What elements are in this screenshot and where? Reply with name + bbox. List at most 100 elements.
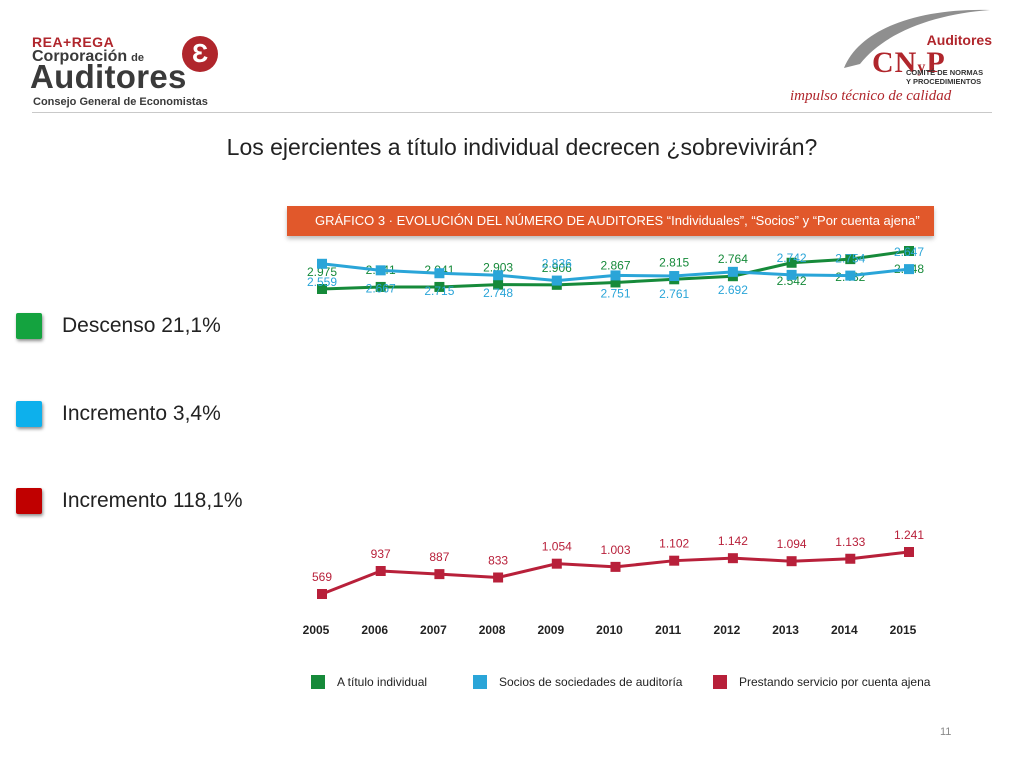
cnyp-logo: Auditores CNyP COMITÉ DE NORMAS Y PROCED… — [770, 6, 1000, 110]
logo-subline-2: Y PROCEDIMIENTOS — [906, 77, 982, 86]
data-point-marker — [434, 268, 445, 279]
data-label: 2.836 — [542, 257, 572, 271]
data-label: 569 — [312, 570, 332, 584]
chart-legend-swatch — [311, 675, 325, 689]
data-point-marker — [375, 566, 386, 576]
chart-title-banner: GRÁFICO 3 · EVOLUCIÓN DEL NÚMERO DE AUDI… — [287, 206, 934, 236]
data-point-marker — [493, 270, 504, 281]
slide-title: Los ejercientes a título individual decr… — [226, 134, 818, 160]
x-tick-label: 2009 — [537, 623, 564, 637]
data-point-marker — [669, 271, 680, 282]
chart-title: GRÁFICO 3 · EVOLUCIÓN DEL NÚMERO DE AUDI… — [315, 213, 920, 228]
data-label: 1.133 — [835, 535, 865, 549]
logo-line-3: Auditores — [30, 58, 187, 95]
page-number: 11 — [940, 726, 952, 738]
x-tick-label: 2012 — [714, 623, 741, 637]
data-label: 2.815 — [659, 255, 689, 269]
data-label: 1.094 — [777, 537, 807, 551]
logo-tagline: impulso técnico de calidad — [790, 88, 952, 104]
data-label: 2.692 — [718, 283, 748, 297]
side-legend-label: Incremento 118,1% — [62, 489, 243, 512]
data-point-marker — [434, 281, 445, 292]
data-point-marker — [493, 572, 504, 583]
data-label: 833 — [488, 554, 508, 568]
logo-brand-cn: CN — [872, 46, 918, 79]
data-point-marker — [904, 264, 914, 275]
data-point-marker — [669, 555, 680, 566]
data-label: 2.742 — [777, 251, 807, 265]
x-tick-label: 2015 — [890, 623, 917, 637]
data-label: 2.903 — [483, 261, 513, 275]
rea-rega-logo: REA+REGA Corporación de Ɛ Auditores Conse… — [30, 32, 230, 112]
data-label: 2.715 — [424, 284, 454, 298]
data-label: 2.761 — [659, 287, 689, 301]
data-point-marker — [551, 558, 562, 569]
chart-legend-label: Prestando servicio por cuenta ajena — [739, 675, 931, 689]
side-legend-label: Incremento 3,4% — [62, 402, 221, 425]
data-point-marker — [786, 269, 797, 280]
x-tick-label: 2006 — [361, 623, 388, 637]
logo-subline-1: COMITÉ DE NORMAS — [906, 68, 984, 77]
data-label: 1.054 — [542, 540, 572, 554]
chart-legend-label: Socios de sociedades de auditoría — [499, 675, 683, 689]
logo-brand-p: P — [926, 46, 946, 79]
logo-line-2-suffix: de — [131, 52, 144, 64]
x-tick-label: 2014 — [831, 623, 858, 637]
logo-auditores-text: Auditores — [926, 32, 992, 48]
logo-emblem-icon: Ɛ — [182, 36, 218, 72]
legend-swatch-red — [16, 488, 42, 514]
data-point-marker — [610, 277, 621, 288]
data-label: 2.748 — [483, 286, 513, 300]
data-label: 2.764 — [718, 252, 748, 266]
data-point-marker — [493, 279, 504, 290]
side-legend-label: Descenso 21,1% — [62, 314, 221, 337]
data-label: 2.647 — [894, 245, 924, 259]
data-label: 2.906 — [542, 261, 572, 275]
data-point-marker — [845, 553, 856, 564]
data-point-marker — [786, 556, 797, 567]
chart-legend-swatch — [713, 675, 727, 689]
data-point-marker — [317, 284, 327, 294]
legend-swatch-green — [16, 313, 42, 339]
data-label: 2.754 — [835, 252, 865, 266]
data-point-marker — [317, 258, 327, 269]
chart-legend-label: A título individual — [337, 675, 427, 689]
x-tick-label: 2005 — [303, 623, 330, 637]
data-point-marker — [610, 270, 621, 281]
x-tick-label: 2011 — [655, 623, 681, 637]
data-point-marker — [375, 281, 386, 292]
logo-line-4: Consejo General de Economistas — [33, 96, 208, 108]
data-point-marker — [845, 254, 856, 265]
data-label: 2.542 — [777, 274, 807, 288]
data-point-marker — [845, 270, 856, 281]
series-line — [321, 550, 910, 596]
logo-brand-y: y — [917, 59, 927, 76]
x-tick-label: 2010 — [596, 623, 623, 637]
data-point-marker — [727, 553, 738, 564]
data-label: 1.102 — [659, 537, 689, 551]
data-point-marker — [610, 561, 621, 572]
logo-line-1: REA+REGA — [32, 34, 115, 50]
logo-line-2: Corporación de — [32, 48, 144, 66]
header-divider — [32, 112, 992, 113]
x-tick-label: 2008 — [479, 623, 506, 637]
logo-line-2-text: Corporación — [32, 48, 128, 65]
data-label: 2.559 — [307, 275, 337, 289]
data-point-marker — [786, 257, 797, 268]
data-point-marker — [727, 266, 738, 277]
data-point-marker — [904, 246, 914, 256]
data-point-marker — [434, 569, 445, 580]
data-point-marker — [551, 275, 562, 286]
legend-swatch-blue — [16, 401, 42, 427]
data-label: 2.751 — [600, 286, 630, 300]
data-label: 1.003 — [600, 543, 630, 557]
data-point-marker — [375, 265, 386, 276]
data-label: 2.667 — [366, 281, 396, 295]
data-label: 2.975 — [307, 265, 337, 279]
logo-brand: CNyP — [872, 46, 946, 80]
logo-swoosh-icon — [844, 9, 990, 68]
data-label: 1.241 — [894, 528, 924, 542]
data-label: 1.142 — [718, 534, 748, 548]
data-point-marker — [317, 589, 327, 599]
